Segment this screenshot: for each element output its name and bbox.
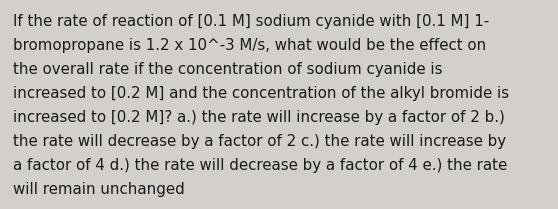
- Text: bromopropane is 1.2 x 10^-3 M/s, what would be the effect on: bromopropane is 1.2 x 10^-3 M/s, what wo…: [13, 38, 486, 53]
- Text: a factor of 4 d.) the rate will decrease by a factor of 4 e.) the rate: a factor of 4 d.) the rate will decrease…: [13, 158, 507, 173]
- Text: increased to [0.2 M]? a.) the rate will increase by a factor of 2 b.): increased to [0.2 M]? a.) the rate will …: [13, 110, 505, 125]
- Text: the rate will decrease by a factor of 2 c.) the rate will increase by: the rate will decrease by a factor of 2 …: [13, 134, 506, 149]
- Text: the overall rate if the concentration of sodium cyanide is: the overall rate if the concentration of…: [13, 62, 442, 77]
- Text: If the rate of reaction of [0.1 M] sodium cyanide with [0.1 M] 1-: If the rate of reaction of [0.1 M] sodiu…: [13, 14, 489, 29]
- Text: increased to [0.2 M] and the concentration of the alkyl bromide is: increased to [0.2 M] and the concentrati…: [13, 86, 509, 101]
- Text: will remain unchanged: will remain unchanged: [13, 182, 185, 197]
